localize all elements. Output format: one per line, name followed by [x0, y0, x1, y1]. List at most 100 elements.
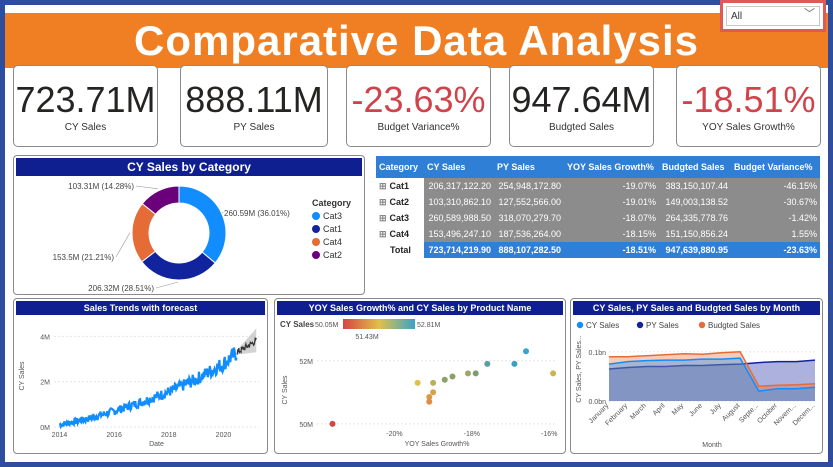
x-tick-label: -16%: [541, 431, 557, 438]
category-slicer[interactable]: All ﹀: [720, 0, 826, 32]
x-axis-title: Month: [702, 442, 722, 449]
donut-chart[interactable]: 260.59M (36.01%) 206.32M (28.51%) 153.5M (…: [14, 176, 366, 294]
cell: 888,107,282.50: [494, 242, 564, 258]
scale-mid-label: 51.43M: [355, 334, 379, 341]
x-tick-label: May: [671, 402, 686, 417]
cell: 153,496,247.10: [424, 226, 494, 242]
chevron-down-icon[interactable]: ﹀: [804, 8, 815, 20]
legend-label: Budgted Sales: [708, 321, 760, 330]
kpi-card-cy-sales[interactable]: 723.71M CY Sales: [13, 65, 158, 147]
table-row[interactable]: ⊞ Cat4 153,496,247.10 187,536,264.00 -18.…: [376, 226, 820, 242]
x-tick-label: April: [652, 402, 667, 417]
legend-dot: [312, 212, 320, 220]
row-category-cell[interactable]: ⊞ Cat3: [376, 210, 424, 226]
line-cy-sales: [608, 357, 816, 392]
area-chart-panel[interactable]: CY Sales, PY Sales and Budgted Sales by …: [570, 298, 823, 454]
cell: 127,552,566.00: [494, 194, 564, 210]
cell: -46.15%: [731, 178, 820, 194]
scatter-point: [484, 360, 491, 367]
category-matrix[interactable]: Category CY Sales PY Sales YOY Sales Gro…: [376, 156, 820, 258]
kpi-label: CY Sales: [64, 121, 107, 133]
x-tick-label: June: [688, 402, 704, 418]
trend-chart-panel[interactable]: Sales Trends with forecast 0M 2M 4M 2014 201…: [13, 298, 268, 454]
header-category[interactable]: Category: [376, 156, 424, 178]
cell: 103,310,862.10: [424, 194, 494, 210]
row-category-cell[interactable]: ⊞ Cat1: [376, 178, 424, 194]
row-label: Cat3: [389, 212, 410, 223]
kpi-value: -23.63%: [351, 78, 486, 120]
y-tick-label: 2M: [40, 380, 50, 387]
header-cy-sales[interactable]: CY Sales: [424, 156, 494, 178]
cell: 149,003,138.52: [659, 194, 731, 210]
y-tick-label: 0.0bn: [588, 399, 606, 406]
kpi-value: -18.51%: [681, 78, 816, 120]
row-category-cell[interactable]: ⊞ Cat4: [376, 226, 424, 242]
y-tick-label: 4M: [40, 334, 50, 341]
expand-icon[interactable]: ⊞: [379, 228, 387, 239]
area-chart[interactable]: CY Sales PY Sales Budgted Sales 0.0bn 0.1bn C…: [571, 315, 822, 453]
table-row[interactable]: ⊞ Cat2 103,310,862.10 127,552,566.00 -19.…: [376, 194, 820, 210]
header-budget-variance[interactable]: Budget Variance%: [731, 156, 820, 178]
table-row[interactable]: ⊞ Cat3 260,589,988.50 318,070,279.70 -18.…: [376, 210, 820, 226]
donut-slice-cat1: [141, 250, 216, 281]
legend-dot: [312, 251, 320, 259]
header-budgeted-sales[interactable]: Budgted Sales: [659, 156, 731, 178]
donut-slice-cat3: [178, 185, 227, 264]
donut-chart-title: CY Sales by Category: [16, 158, 362, 176]
kpi-card-budget-variance[interactable]: -23.63% Budget Variance%: [346, 65, 491, 147]
scatter-point: [550, 370, 557, 377]
cell: 187,536,264.00: [494, 226, 564, 242]
expand-icon[interactable]: ⊞: [379, 212, 387, 223]
legend-item[interactable]: Cat2: [312, 250, 351, 260]
matrix-header-row: Category CY Sales PY Sales YOY Sales Gro…: [376, 156, 820, 178]
header-yoy-growth[interactable]: YOY Sales Growth%: [564, 156, 659, 178]
cy-sales-line: [58, 347, 238, 430]
slicer-dropdown[interactable]: All ﹀: [726, 6, 820, 26]
row-label: Cat4: [389, 228, 410, 239]
legend-label: Cat3: [323, 211, 343, 221]
page-title: Comparative Data Analysis: [134, 16, 699, 64]
header-py-sales[interactable]: PY Sales: [494, 156, 564, 178]
forecast-band: [237, 328, 257, 355]
kpi-card-budgeted-sales[interactable]: 947.64M Budgted Sales: [509, 65, 654, 147]
data-label: 103.31M (14.28%): [68, 182, 134, 191]
trend-chart[interactable]: 0M 2M 4M 2014 2016 2018 2020 Date CY Sales: [14, 315, 267, 453]
legend-item[interactable]: Cat4: [312, 237, 351, 247]
donut-slice-cat4: [131, 202, 157, 263]
cell: 723,714,219.90: [424, 242, 494, 258]
area-chart-title: CY Sales, PY Sales and Budgted Sales by …: [573, 301, 820, 315]
forecast-line: [236, 336, 257, 355]
scatter-point: [511, 360, 518, 367]
expand-icon[interactable]: ⊞: [379, 196, 387, 207]
expand-icon[interactable]: ⊞: [379, 180, 387, 191]
legend-label: Cat1: [323, 224, 343, 234]
legend-item[interactable]: Cat3: [312, 211, 351, 221]
x-tick-label: July: [709, 402, 723, 416]
donut-chart-panel[interactable]: CY Sales by Category 260.59M (36.01%) 206…: [13, 155, 365, 295]
legend-label: CY Sales: [586, 321, 619, 330]
cell: 318,070,279.70: [494, 210, 564, 226]
x-tick-label: 2018: [161, 432, 177, 439]
kpi-label: PY Sales: [233, 121, 275, 133]
scatter-point: [430, 379, 437, 386]
kpi-card-yoy-growth[interactable]: -18.51% YOY Sales Growth%: [676, 65, 821, 147]
leader-line: [155, 281, 179, 289]
total-row[interactable]: Total 723,714,219.90 888,107,282.50 -18.…: [376, 242, 820, 258]
color-scale-bar: [343, 319, 415, 329]
kpi-card-py-sales[interactable]: 888.11M PY Sales: [180, 65, 328, 147]
kpi-label: Budgted Sales: [548, 121, 615, 133]
title-banner: Comparative Data Analysis: [5, 13, 828, 68]
kpi-value: 723.71M: [15, 78, 156, 120]
data-label: 260.59M (36.01%): [224, 209, 290, 218]
scatter-chart-panel[interactable]: YOY Sales Growth% and CY Sales by Produc…: [274, 298, 566, 454]
table-row[interactable]: ⊞ Cat1 206,317,122.20 254,948,172.80 -19.…: [376, 178, 820, 194]
x-axis-title: Date: [149, 441, 164, 448]
kpi-value: 947.64M: [511, 78, 652, 120]
line-budgted-sales: [609, 350, 816, 388]
row-category-cell[interactable]: ⊞ Cat2: [376, 194, 424, 210]
scale-max-label: 52.81M: [417, 322, 441, 329]
scatter-point: [430, 389, 437, 396]
area-budgted-sales: [609, 351, 815, 401]
legend-item[interactable]: Cat1: [312, 224, 351, 234]
